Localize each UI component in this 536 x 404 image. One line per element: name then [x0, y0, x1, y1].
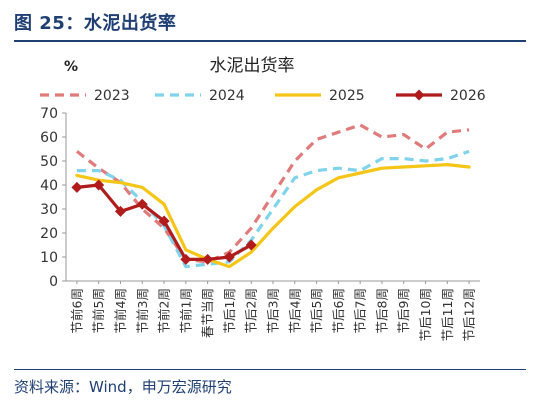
x-tick-label: 节后3周 [266, 288, 281, 333]
axes: 0 10 20 30 40 50 60 70 节前6周 节前5周 节前4周 节前3周 节前2周 节前1周春… [40, 106, 480, 341]
x-tick-label: 节前4周 [113, 288, 128, 333]
x-tick-label: 节前1周 [178, 288, 193, 333]
series-line-2024 [76, 149, 470, 269]
x-tick-label: 春节当周 [200, 288, 215, 338]
chart-title: 水泥出货率 [210, 56, 295, 76]
x-tick-label: 节后2周 [244, 288, 259, 333]
legend-label-2023: 2023 [94, 88, 130, 104]
legend: 2023 2024 2025 2026 [40, 88, 486, 104]
y-tick-label: 50 [40, 154, 58, 170]
legend-label-2025: 2025 [329, 88, 365, 104]
bottom-divider [14, 369, 526, 370]
y-tick-label: 30 [40, 202, 58, 218]
y-tick-label: 10 [40, 250, 58, 266]
x-tick-label: 节前3周 [135, 288, 150, 333]
top-divider [14, 40, 526, 42]
x-tick-label: 节后1周 [222, 288, 237, 333]
y-tick-label: 20 [40, 226, 58, 242]
legend-label-2026: 2026 [450, 88, 486, 104]
x-tick-label: 节后8周 [374, 288, 389, 333]
data-point-2026 [223, 251, 235, 263]
x-tick-label: 节后11周 [440, 288, 455, 341]
x-tick-label: 节前2周 [157, 288, 172, 333]
y-tick-label: 0 [49, 274, 58, 290]
x-tick-label: 节后6周 [331, 288, 346, 333]
series-line-2023 [75, 123, 470, 264]
data-point-2026 [180, 253, 192, 265]
data-point-2026 [71, 181, 83, 193]
cement-shipment-chart: 水泥出货率 % 2023 2024 2025 2026 0 10 20 30 40 50 60 70… [40, 56, 486, 341]
x-tick-label: 节后7周 [353, 288, 368, 333]
x-tick-label: 节前5周 [91, 288, 106, 333]
figure-title: 图 25：水泥出货率 [14, 13, 177, 34]
legend-label-2024: 2024 [209, 88, 245, 104]
data-point-2026 [158, 215, 170, 227]
series-lines [71, 123, 471, 269]
x-tick-label: 节后5周 [309, 288, 324, 333]
y-axis-unit: % [64, 59, 78, 75]
source-note: 资料来源：Wind，申万宏源研究 [14, 378, 232, 396]
data-point-2026 [202, 253, 214, 265]
legend-marker-2026 [413, 89, 425, 101]
y-tick-label: 60 [40, 130, 58, 146]
series-line-2025 [75, 163, 471, 269]
data-point-2026 [93, 179, 105, 191]
data-point-2026 [245, 239, 257, 251]
x-tick-label: 节前6周 [69, 288, 84, 333]
y-tick-label: 70 [40, 106, 58, 122]
data-point-2026 [114, 205, 126, 217]
x-tick-label: 节后10周 [418, 288, 433, 341]
y-tick-label: 40 [40, 178, 58, 194]
x-tick-label: 节后4周 [287, 288, 302, 333]
x-tick-label: 节后12周 [462, 288, 477, 341]
data-point-2026 [136, 198, 148, 210]
x-tick-label: 节后9周 [396, 288, 411, 333]
